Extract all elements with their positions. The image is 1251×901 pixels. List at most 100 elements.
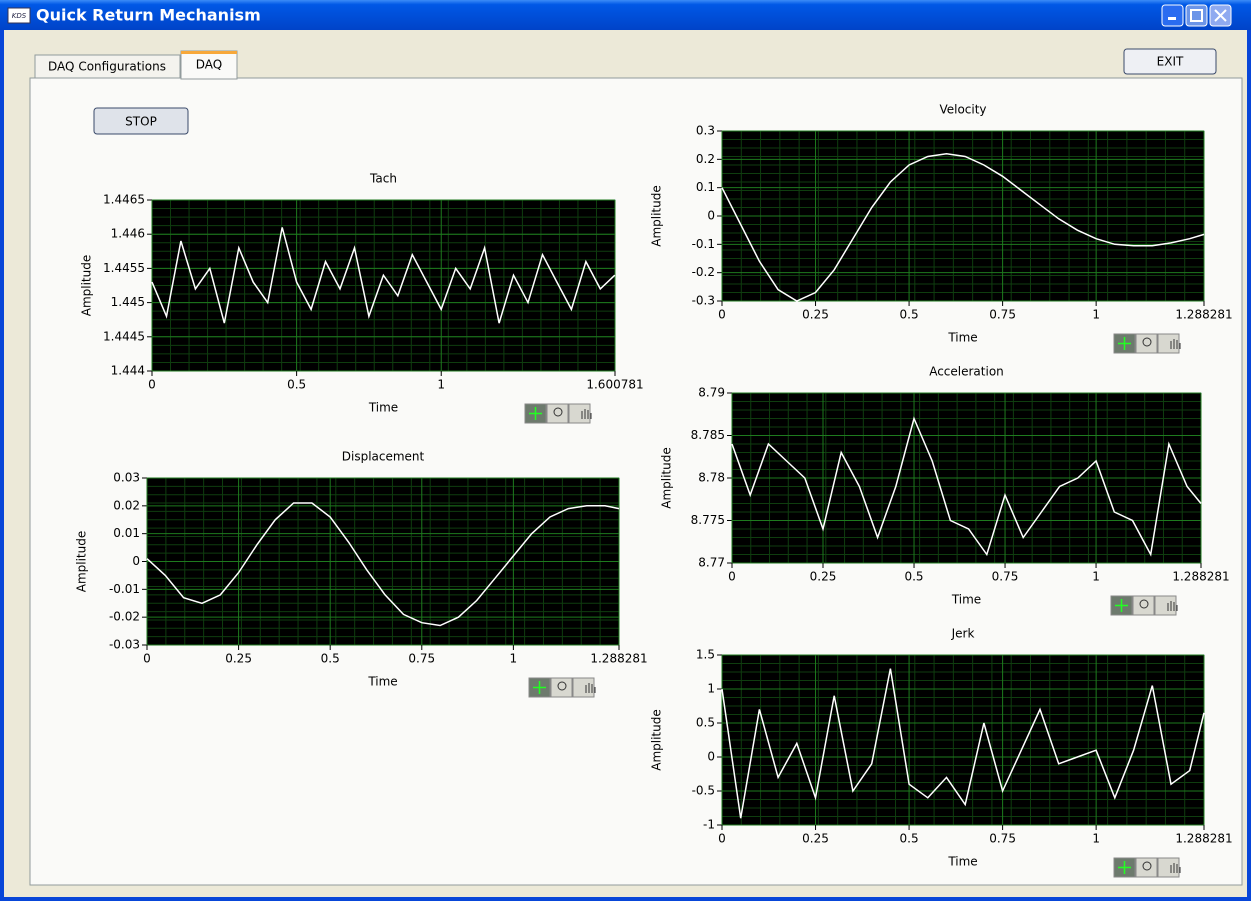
tab-active[interactable] <box>180 50 238 80</box>
x-tick-label: 0.5 <box>287 378 306 392</box>
chart-title: Tach <box>369 172 397 186</box>
pan-tool[interactable] <box>1154 595 1177 616</box>
x-tick-label: 0.25 <box>802 308 829 322</box>
x-tick-label: 1 <box>1092 832 1100 846</box>
tool-glyph <box>585 683 596 693</box>
tool-glyph <box>1115 599 1128 612</box>
stop-button[interactable] <box>93 107 189 135</box>
tool-glyph <box>1118 337 1131 350</box>
y-tick-label: 0 <box>707 209 715 223</box>
pan-tool[interactable] <box>568 403 591 424</box>
y-axis-label: Amplitude <box>75 531 89 593</box>
x-tick-label: 0 <box>728 570 736 584</box>
x-axis-label: Time <box>951 593 981 607</box>
pan-tool[interactable] <box>1157 857 1180 878</box>
x-tick-label: 0.5 <box>900 308 919 322</box>
tab-highlight <box>181 51 237 54</box>
exit-button[interactable] <box>1123 48 1217 75</box>
x-tick-label: 0.5 <box>900 832 919 846</box>
y-tick-label: -1 <box>703 818 715 832</box>
y-tick-label: 1.4445 <box>103 329 145 343</box>
x-tick-label: 1.288281 <box>1175 308 1232 322</box>
tool-glyph <box>1142 337 1152 347</box>
data-line <box>146 502 620 627</box>
y-tick-label: 8.775 <box>691 513 725 527</box>
y-tick-label: 1.445 <box>111 295 145 309</box>
app-icon-text: KDS <box>12 12 27 20</box>
zoom-tool[interactable] <box>546 403 569 424</box>
tool-glyph <box>1118 861 1131 874</box>
y-tick-label: 1.4465 <box>103 193 145 207</box>
x-tick-label: 0.75 <box>992 570 1019 584</box>
y-tick-label: 0.2 <box>696 152 715 166</box>
zoom-tool[interactable] <box>1132 595 1155 616</box>
x-tick-label: 0.5 <box>904 570 923 584</box>
y-tick-label: -0.01 <box>109 582 140 596</box>
tab-label: DAQ Configurations <box>48 60 166 74</box>
x-tick-label: 0 <box>143 652 151 666</box>
maximize-button[interactable] <box>1185 4 1208 27</box>
x-tick-label: 0 <box>718 308 726 322</box>
data-line <box>731 416 1202 557</box>
tool-glyph <box>529 407 542 420</box>
y-tick-label: 0.1 <box>696 180 715 194</box>
x-axis-label: Time <box>368 401 398 415</box>
x-tick-label: 1 <box>1092 308 1100 322</box>
chart-title: Jerk <box>951 627 975 641</box>
x-tick-label: 0.25 <box>802 832 829 846</box>
y-tick-label: -0.1 <box>692 237 715 251</box>
data-line <box>151 227 616 324</box>
tool-glyph <box>1170 863 1181 873</box>
x-tick-label: 0 <box>148 378 156 392</box>
tab[interactable] <box>34 54 181 79</box>
y-axis-label: Amplitude <box>650 709 664 771</box>
x-tick-label: 0.25 <box>225 652 252 666</box>
y-tick-label: 8.785 <box>691 428 725 442</box>
y-axis-label: Amplitude <box>650 185 664 247</box>
zoom-tool[interactable] <box>550 677 573 698</box>
x-axis-label: Time <box>367 675 397 689</box>
x-axis-label: Time <box>947 855 977 869</box>
x-tick-label: 1.288281 <box>1172 570 1229 584</box>
x-tick-label: 0.5 <box>321 652 340 666</box>
stop-button-label: STOP <box>125 115 157 129</box>
y-tick-label: 0.3 <box>696 124 715 138</box>
window-title: Quick Return Mechanism <box>36 6 261 25</box>
zoom-tool[interactable] <box>1135 333 1158 354</box>
tool-glyph <box>1167 601 1178 611</box>
y-tick-label: -0.5 <box>692 784 715 798</box>
y-tick-label: 0.01 <box>113 526 140 540</box>
x-tick-label: 1 <box>437 378 445 392</box>
y-tick-label: 1.5 <box>696 648 715 662</box>
y-tick-label: -0.2 <box>692 265 715 279</box>
x-tick-label: 0.75 <box>989 832 1016 846</box>
x-tick-label: 1.600781 <box>586 378 643 392</box>
x-axis-label: Time <box>947 331 977 345</box>
y-tick-label: 0 <box>132 554 140 568</box>
data-line <box>721 668 1205 819</box>
pan-tool[interactable] <box>572 677 595 698</box>
x-tick-label: 1 <box>510 652 518 666</box>
y-tick-label: 0.5 <box>696 716 715 730</box>
zoom-tool[interactable] <box>1135 857 1158 878</box>
app-icon <box>7 7 31 24</box>
tool-glyph <box>1139 599 1149 609</box>
maximize-glyph <box>1190 9 1203 22</box>
x-tick-label: 0.75 <box>989 308 1016 322</box>
title-bar <box>0 0 1251 30</box>
minimize-button[interactable] <box>1161 4 1184 27</box>
y-tick-label: -0.3 <box>692 294 715 308</box>
x-tick-label: 1.288281 <box>590 652 647 666</box>
y-axis-label: Amplitude <box>80 255 94 317</box>
y-tick-label: 8.79 <box>698 386 725 400</box>
y-tick-label: 1.444 <box>111 364 145 378</box>
x-tick-label: 0.75 <box>408 652 435 666</box>
y-tick-label: 8.78 <box>698 471 725 485</box>
y-tick-label: 1.4455 <box>103 261 145 275</box>
y-tick-label: 1.446 <box>111 227 145 241</box>
tool-glyph <box>533 681 546 694</box>
pan-tool[interactable] <box>1157 333 1180 354</box>
close-glyph <box>1214 9 1227 22</box>
